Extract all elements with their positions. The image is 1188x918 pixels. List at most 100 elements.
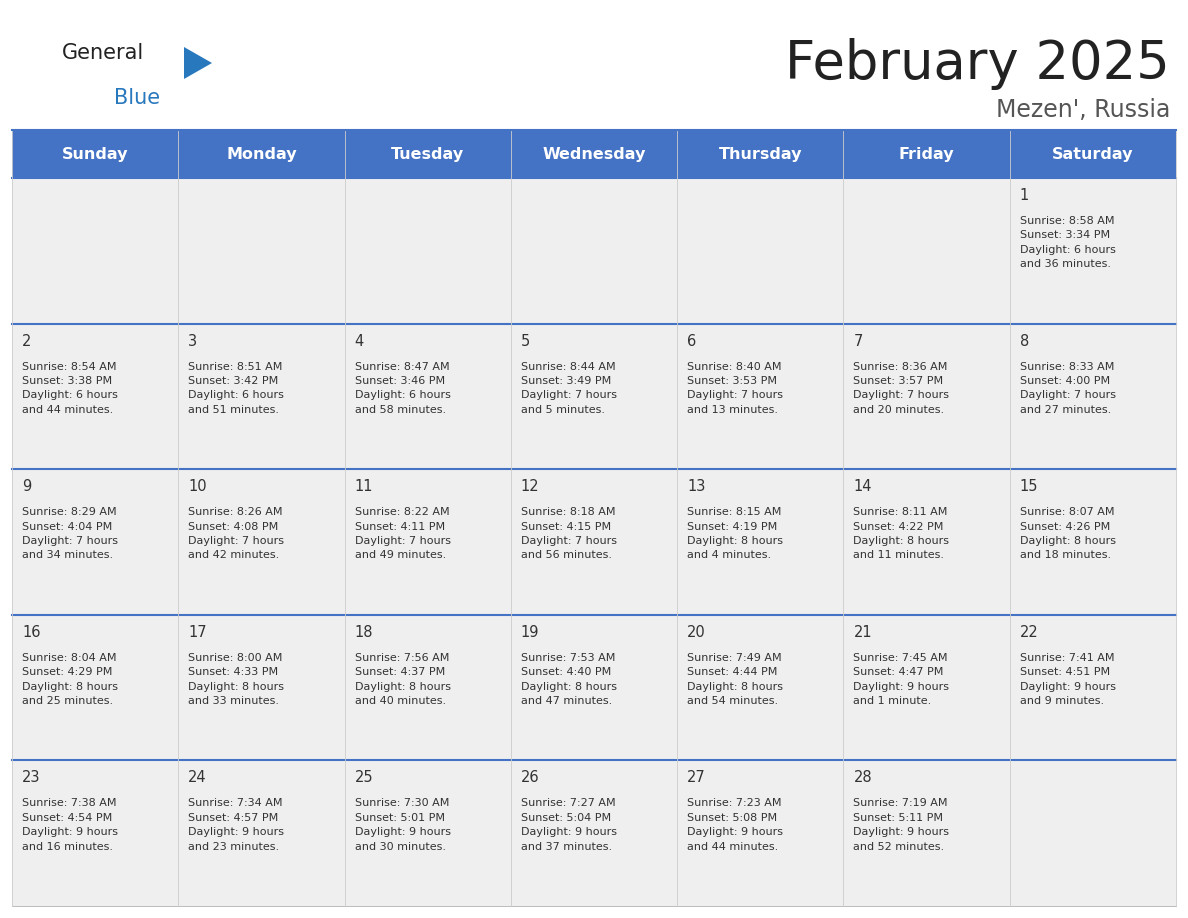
Bar bbox=[677, 760, 843, 906]
Text: 7: 7 bbox=[853, 333, 862, 349]
Text: Sunrise: 8:33 AM
Sunset: 4:00 PM
Daylight: 7 hours
and 27 minutes.: Sunrise: 8:33 AM Sunset: 4:00 PM Dayligh… bbox=[1019, 362, 1116, 415]
Text: 14: 14 bbox=[853, 479, 872, 494]
Text: Sunrise: 8:58 AM
Sunset: 3:34 PM
Daylight: 6 hours
and 36 minutes.: Sunrise: 8:58 AM Sunset: 3:34 PM Dayligh… bbox=[1019, 216, 1116, 269]
Text: 21: 21 bbox=[853, 625, 872, 640]
Text: 15: 15 bbox=[1019, 479, 1038, 494]
Text: 17: 17 bbox=[188, 625, 207, 640]
Bar bbox=[12, 469, 178, 615]
Text: Sunrise: 8:04 AM
Sunset: 4:29 PM
Daylight: 8 hours
and 25 minutes.: Sunrise: 8:04 AM Sunset: 4:29 PM Dayligh… bbox=[23, 653, 118, 706]
Bar bbox=[677, 130, 843, 178]
Text: 16: 16 bbox=[23, 625, 40, 640]
Text: Monday: Monday bbox=[226, 147, 297, 162]
Text: Sunrise: 8:47 AM
Sunset: 3:46 PM
Daylight: 6 hours
and 58 minutes.: Sunrise: 8:47 AM Sunset: 3:46 PM Dayligh… bbox=[354, 362, 450, 415]
Text: Sunrise: 8:15 AM
Sunset: 4:19 PM
Daylight: 8 hours
and 4 minutes.: Sunrise: 8:15 AM Sunset: 4:19 PM Dayligh… bbox=[687, 508, 783, 560]
Bar bbox=[1010, 130, 1176, 178]
Text: 22: 22 bbox=[1019, 625, 1038, 640]
Bar bbox=[12, 178, 178, 324]
Text: 12: 12 bbox=[520, 479, 539, 494]
Text: Sunrise: 7:30 AM
Sunset: 5:01 PM
Daylight: 9 hours
and 30 minutes.: Sunrise: 7:30 AM Sunset: 5:01 PM Dayligh… bbox=[354, 799, 450, 852]
Text: Sunrise: 7:53 AM
Sunset: 4:40 PM
Daylight: 8 hours
and 47 minutes.: Sunrise: 7:53 AM Sunset: 4:40 PM Dayligh… bbox=[520, 653, 617, 706]
Bar bbox=[12, 760, 178, 906]
Text: Sunrise: 8:11 AM
Sunset: 4:22 PM
Daylight: 8 hours
and 11 minutes.: Sunrise: 8:11 AM Sunset: 4:22 PM Dayligh… bbox=[853, 508, 949, 560]
Text: 5: 5 bbox=[520, 333, 530, 349]
Text: Sunrise: 7:38 AM
Sunset: 4:54 PM
Daylight: 9 hours
and 16 minutes.: Sunrise: 7:38 AM Sunset: 4:54 PM Dayligh… bbox=[23, 799, 118, 852]
Bar bbox=[677, 178, 843, 324]
Text: Sunrise: 8:22 AM
Sunset: 4:11 PM
Daylight: 7 hours
and 49 minutes.: Sunrise: 8:22 AM Sunset: 4:11 PM Dayligh… bbox=[354, 508, 450, 560]
Text: Wednesday: Wednesday bbox=[542, 147, 646, 162]
Text: 23: 23 bbox=[23, 770, 40, 786]
Bar bbox=[1010, 178, 1176, 324]
Bar bbox=[511, 178, 677, 324]
Bar bbox=[12, 130, 178, 178]
Text: 18: 18 bbox=[354, 625, 373, 640]
Text: 10: 10 bbox=[188, 479, 207, 494]
Text: Sunrise: 8:00 AM
Sunset: 4:33 PM
Daylight: 8 hours
and 33 minutes.: Sunrise: 8:00 AM Sunset: 4:33 PM Dayligh… bbox=[188, 653, 284, 706]
Text: Sunrise: 8:36 AM
Sunset: 3:57 PM
Daylight: 7 hours
and 20 minutes.: Sunrise: 8:36 AM Sunset: 3:57 PM Dayligh… bbox=[853, 362, 949, 415]
Bar bbox=[178, 324, 345, 469]
Text: 19: 19 bbox=[520, 625, 539, 640]
Bar bbox=[345, 469, 511, 615]
Bar bbox=[345, 760, 511, 906]
Text: Sunrise: 7:45 AM
Sunset: 4:47 PM
Daylight: 9 hours
and 1 minute.: Sunrise: 7:45 AM Sunset: 4:47 PM Dayligh… bbox=[853, 653, 949, 706]
Text: Saturday: Saturday bbox=[1053, 147, 1133, 162]
Text: Sunrise: 8:29 AM
Sunset: 4:04 PM
Daylight: 7 hours
and 34 minutes.: Sunrise: 8:29 AM Sunset: 4:04 PM Dayligh… bbox=[23, 508, 118, 560]
Bar bbox=[178, 178, 345, 324]
Bar bbox=[677, 615, 843, 760]
Bar bbox=[511, 130, 677, 178]
Bar bbox=[843, 130, 1010, 178]
Bar bbox=[843, 760, 1010, 906]
Text: 3: 3 bbox=[188, 333, 197, 349]
Bar bbox=[843, 324, 1010, 469]
Bar bbox=[1010, 469, 1176, 615]
Text: 6: 6 bbox=[687, 333, 696, 349]
Bar bbox=[511, 324, 677, 469]
Bar bbox=[843, 178, 1010, 324]
Text: 24: 24 bbox=[188, 770, 207, 786]
Text: February 2025: February 2025 bbox=[785, 38, 1170, 90]
Text: 28: 28 bbox=[853, 770, 872, 786]
Bar bbox=[178, 760, 345, 906]
Polygon shape bbox=[184, 47, 211, 79]
Text: Sunrise: 8:54 AM
Sunset: 3:38 PM
Daylight: 6 hours
and 44 minutes.: Sunrise: 8:54 AM Sunset: 3:38 PM Dayligh… bbox=[23, 362, 118, 415]
Text: Blue: Blue bbox=[114, 88, 160, 108]
Text: Sunday: Sunday bbox=[62, 147, 128, 162]
Bar bbox=[178, 469, 345, 615]
Text: Thursday: Thursday bbox=[719, 147, 802, 162]
Bar bbox=[677, 469, 843, 615]
Text: Sunrise: 8:51 AM
Sunset: 3:42 PM
Daylight: 6 hours
and 51 minutes.: Sunrise: 8:51 AM Sunset: 3:42 PM Dayligh… bbox=[188, 362, 284, 415]
Text: Sunrise: 7:34 AM
Sunset: 4:57 PM
Daylight: 9 hours
and 23 minutes.: Sunrise: 7:34 AM Sunset: 4:57 PM Dayligh… bbox=[188, 799, 284, 852]
Bar bbox=[843, 615, 1010, 760]
Text: 26: 26 bbox=[520, 770, 539, 786]
Bar bbox=[178, 130, 345, 178]
Text: 8: 8 bbox=[1019, 333, 1029, 349]
Text: General: General bbox=[62, 43, 144, 63]
Text: 27: 27 bbox=[687, 770, 706, 786]
Text: Mezen', Russia: Mezen', Russia bbox=[996, 98, 1170, 122]
Text: Sunrise: 7:27 AM
Sunset: 5:04 PM
Daylight: 9 hours
and 37 minutes.: Sunrise: 7:27 AM Sunset: 5:04 PM Dayligh… bbox=[520, 799, 617, 852]
Bar bbox=[12, 615, 178, 760]
Text: 11: 11 bbox=[354, 479, 373, 494]
Bar bbox=[511, 615, 677, 760]
Text: Sunrise: 7:56 AM
Sunset: 4:37 PM
Daylight: 8 hours
and 40 minutes.: Sunrise: 7:56 AM Sunset: 4:37 PM Dayligh… bbox=[354, 653, 450, 706]
Bar bbox=[345, 615, 511, 760]
Bar bbox=[345, 324, 511, 469]
Bar bbox=[677, 324, 843, 469]
Bar bbox=[511, 760, 677, 906]
Bar bbox=[345, 178, 511, 324]
Bar bbox=[843, 469, 1010, 615]
Text: 25: 25 bbox=[354, 770, 373, 786]
Text: Sunrise: 8:18 AM
Sunset: 4:15 PM
Daylight: 7 hours
and 56 minutes.: Sunrise: 8:18 AM Sunset: 4:15 PM Dayligh… bbox=[520, 508, 617, 560]
Text: 1: 1 bbox=[1019, 188, 1029, 203]
Bar bbox=[1010, 760, 1176, 906]
Text: Sunrise: 8:44 AM
Sunset: 3:49 PM
Daylight: 7 hours
and 5 minutes.: Sunrise: 8:44 AM Sunset: 3:49 PM Dayligh… bbox=[520, 362, 617, 415]
Bar bbox=[12, 324, 178, 469]
Text: Sunrise: 7:49 AM
Sunset: 4:44 PM
Daylight: 8 hours
and 54 minutes.: Sunrise: 7:49 AM Sunset: 4:44 PM Dayligh… bbox=[687, 653, 783, 706]
Text: 13: 13 bbox=[687, 479, 706, 494]
Text: Sunrise: 8:26 AM
Sunset: 4:08 PM
Daylight: 7 hours
and 42 minutes.: Sunrise: 8:26 AM Sunset: 4:08 PM Dayligh… bbox=[188, 508, 284, 560]
Bar bbox=[1010, 615, 1176, 760]
Text: Sunrise: 8:07 AM
Sunset: 4:26 PM
Daylight: 8 hours
and 18 minutes.: Sunrise: 8:07 AM Sunset: 4:26 PM Dayligh… bbox=[1019, 508, 1116, 560]
Bar bbox=[178, 615, 345, 760]
Bar bbox=[1010, 324, 1176, 469]
Text: Friday: Friday bbox=[899, 147, 954, 162]
Text: Sunrise: 7:41 AM
Sunset: 4:51 PM
Daylight: 9 hours
and 9 minutes.: Sunrise: 7:41 AM Sunset: 4:51 PM Dayligh… bbox=[1019, 653, 1116, 706]
